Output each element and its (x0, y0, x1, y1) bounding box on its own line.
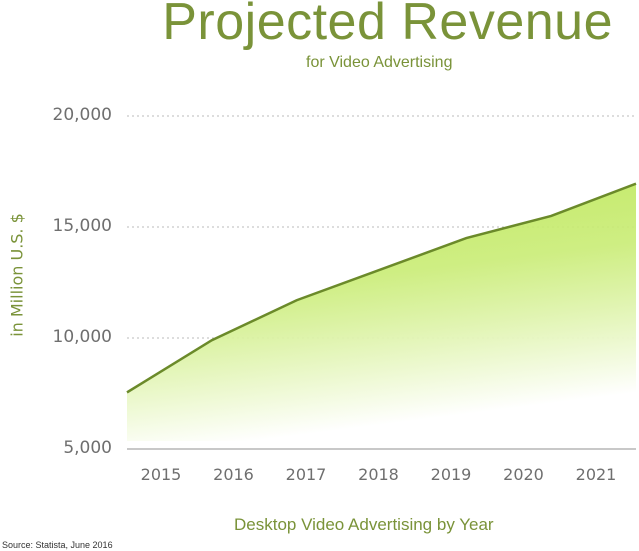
data-line (126, 182, 637, 394)
x-tick-label: 2016 (213, 465, 254, 484)
x-tick-label: 2020 (503, 465, 544, 484)
area-fill (127, 183, 636, 441)
chart-subtitle: for Video Advertising (306, 54, 453, 71)
x-tick-label: 2017 (285, 465, 327, 484)
y-axis-label: in Million U.S. $ (7, 213, 27, 337)
x-axis-label: Desktop Video Advertising by Year (234, 515, 494, 534)
x-tick-label: 2015 (140, 465, 182, 484)
chart-title: Projected Revenue (162, 0, 613, 51)
y-tick-label: 10,000 (52, 327, 112, 347)
y-tick-label: 20,000 (52, 105, 112, 125)
x-tick-label: 2018 (358, 465, 399, 484)
source-note: Source: Statista, June 2016 (2, 540, 113, 550)
x-tick-label: 2021 (575, 465, 617, 484)
x-tick-label: 2019 (430, 465, 472, 484)
y-tick-label: 5,000 (63, 438, 112, 458)
y-tick-label: 15,000 (52, 216, 112, 236)
